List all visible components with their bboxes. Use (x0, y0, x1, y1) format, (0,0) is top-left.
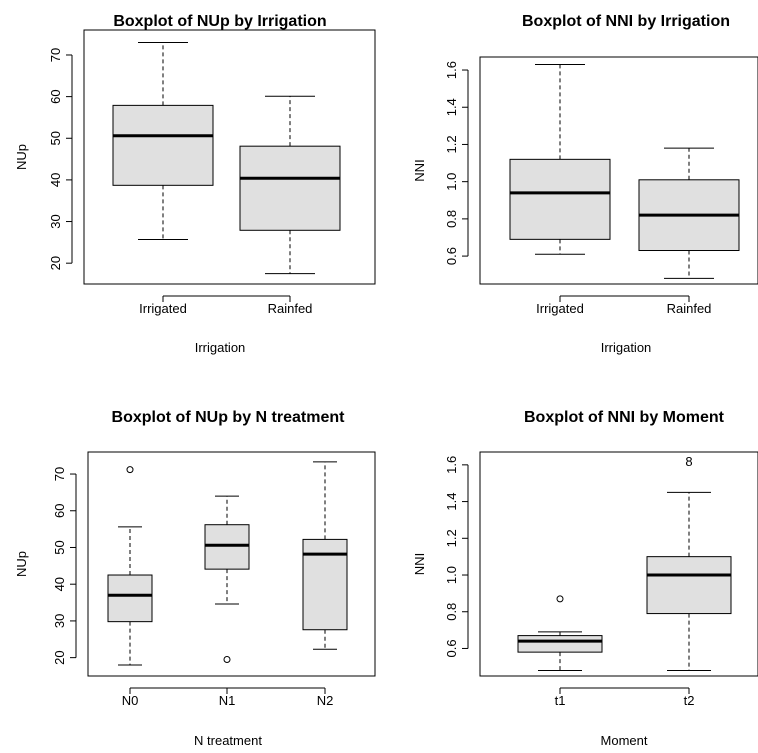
x-axis-label: Irrigation (195, 340, 246, 355)
y-tick-label: 70 (52, 467, 67, 481)
chart-panel-1: Boxplot of NUp by Irrigation 20 30 40 50 60 70… (14, 13, 376, 355)
y-axis-label: NUp (14, 551, 29, 577)
y-tick-label: 1.2 (444, 135, 459, 153)
x-tick-label: N0 (122, 693, 139, 708)
y-tick-label: 0.6 (444, 639, 459, 657)
chart-title: Boxplot of NUp by Irrigation (113, 13, 326, 30)
plot-frame (479, 56, 758, 285)
x-axis-label: N treatment (194, 733, 262, 748)
outlier-point-label: 8 (685, 454, 692, 469)
x-tick-label: Irrigated (139, 301, 187, 316)
box-iqr (509, 158, 611, 240)
box-iqr (107, 574, 153, 623)
outlier-point (556, 595, 564, 603)
x-tick-label: t2 (684, 693, 695, 708)
box-Irrigated (509, 63, 611, 255)
chart-panel-4: Boxplot of NNI by Moment 0.6 0.8 1.0 1.2 1.4 1… (412, 409, 758, 748)
y-tick-label: 70 (48, 48, 63, 62)
chart-panel-2: Boxplot of NNI by Irrigation 0.6 0.8 1.0 1.2… (412, 13, 758, 355)
y-tick-label: 1.0 (444, 566, 459, 584)
x-tick-label: t1 (555, 693, 566, 708)
y-tick-label: 60 (52, 504, 67, 518)
x-tick-label: Rainfed (667, 301, 712, 316)
y-axis-label: NUp (14, 144, 29, 170)
box-N0 (107, 466, 153, 666)
outlier-point (223, 655, 231, 663)
box-iqr (517, 635, 603, 653)
chart-title: Boxplot of NNI by Irrigation (522, 13, 730, 30)
y-tick-label: 50 (48, 131, 63, 145)
x-axis-label: Irrigation (601, 340, 652, 355)
y-tick-label: 0.6 (444, 247, 459, 265)
y-tick-label: 30 (48, 214, 63, 228)
chart-title: Boxplot of NNI by Moment (524, 409, 725, 426)
x-tick-label: N2 (317, 693, 334, 708)
y-tick-label: 20 (52, 650, 67, 664)
y-tick-label: 0.8 (444, 210, 459, 228)
y-tick-label: 1.4 (444, 493, 459, 511)
box-Irrigated (112, 41, 214, 240)
box-iqr (646, 556, 732, 615)
y-tick-label: 1.2 (444, 529, 459, 547)
y-tick-label: 30 (52, 614, 67, 628)
box-iqr (204, 524, 250, 570)
chart-panel-3: Boxplot of NUp by N treatment 20 30 40 50 60 7… (14, 409, 376, 748)
plot-frame (83, 29, 376, 285)
y-tick-label: 60 (48, 89, 63, 103)
y-tick-label: 40 (52, 577, 67, 591)
y-axis-label: NNI (412, 553, 427, 575)
box-iqr (239, 145, 341, 231)
box-t1 (517, 595, 603, 671)
x-tick-label: Rainfed (268, 301, 313, 316)
y-tick-label: 40 (48, 173, 63, 187)
plot-frame (87, 451, 376, 677)
box-N1 (204, 495, 250, 663)
y-tick-label: 0.8 (444, 603, 459, 621)
y-tick-label: 50 (52, 540, 67, 554)
y-tick-label: 20 (48, 256, 63, 270)
box-N2 (302, 461, 348, 650)
x-axis-label: Moment (601, 733, 648, 748)
box-iqr (112, 104, 214, 186)
x-tick-label: Irrigated (536, 301, 584, 316)
plot-frame (479, 451, 758, 677)
y-tick-label: 1.0 (444, 173, 459, 191)
box-Rainfed (638, 147, 740, 279)
box-Rainfed (239, 95, 341, 275)
outlier-point (126, 466, 134, 474)
y-tick-label: 1.6 (444, 456, 459, 474)
chart-title: Boxplot of NUp by N treatment (112, 409, 346, 426)
y-tick-label: 1.4 (444, 98, 459, 116)
y-axis-label: NNI (412, 159, 427, 181)
y-tick-label: 1.6 (444, 61, 459, 79)
box-t2: 8 (646, 454, 732, 671)
x-tick-label: N1 (219, 693, 236, 708)
